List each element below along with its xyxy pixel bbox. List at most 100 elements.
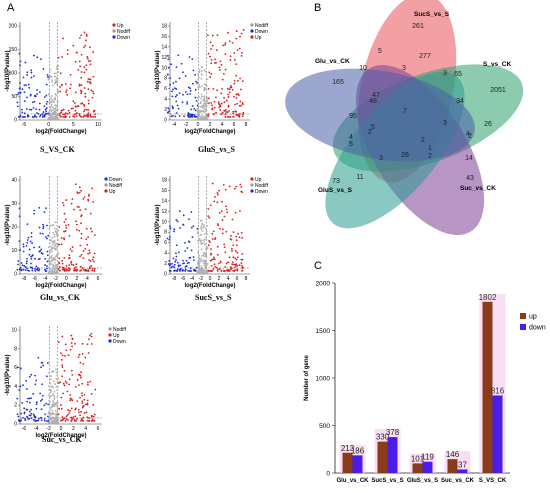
legend-label: Down (113, 339, 126, 345)
point-nodiff (56, 263, 59, 266)
point-down (38, 226, 41, 229)
point-down (43, 404, 46, 407)
point-up (235, 37, 238, 40)
point-up (70, 202, 73, 205)
point-up (74, 102, 76, 104)
point-up (235, 239, 238, 242)
point-down (34, 267, 36, 270)
point-nodiff (53, 115, 56, 118)
point-down (23, 100, 26, 103)
point-up (216, 201, 219, 204)
bar-category-label: Glu_vs_CK (336, 478, 369, 484)
point-up (91, 230, 93, 233)
point-down (19, 266, 22, 269)
point-nodiff (52, 265, 55, 268)
point-up (59, 115, 62, 118)
point-down (25, 96, 28, 99)
point-down (32, 107, 35, 109)
point-nodiff (200, 228, 203, 230)
point-up (59, 381, 61, 384)
point-up (64, 419, 67, 422)
point-up (86, 113, 88, 116)
point-up (236, 102, 239, 105)
point-up (78, 85, 81, 87)
point-up (71, 417, 74, 420)
point-nodiff (203, 83, 206, 86)
point-up (87, 269, 90, 271)
point-up (72, 264, 75, 267)
point-down (175, 244, 178, 247)
point-up (80, 376, 82, 379)
point-up (225, 205, 227, 208)
point-up (68, 412, 71, 414)
point-up (59, 90, 62, 93)
point-up (65, 267, 67, 270)
point-down (173, 266, 176, 269)
point-up (228, 256, 231, 259)
point-down (39, 115, 41, 118)
legend-marker-down (108, 339, 112, 343)
point-up (216, 191, 219, 194)
point-down (28, 253, 31, 256)
point-up (75, 105, 77, 108)
point-down (44, 268, 46, 271)
point-up (89, 60, 92, 62)
point-down (46, 237, 48, 240)
point-up (87, 88, 90, 91)
point-up (92, 51, 95, 54)
point-down (46, 362, 49, 365)
legend-marker-up (250, 177, 254, 181)
x-tick-label: 6 (236, 276, 239, 282)
y-tick-label: 18 (161, 178, 167, 184)
point-up (89, 380, 92, 383)
point-up (63, 256, 66, 259)
point-down (189, 270, 192, 272)
venn-count: 3 (443, 70, 447, 77)
point-nodiff (56, 422, 59, 424)
point-up (217, 268, 219, 271)
point-down (40, 419, 43, 422)
point-down (25, 108, 28, 110)
point-nodiff (51, 409, 54, 412)
point-up (69, 268, 71, 270)
point-up (84, 208, 87, 211)
point-down (44, 108, 47, 111)
point-down (168, 260, 171, 262)
point-up (58, 226, 61, 228)
point-down (25, 388, 28, 391)
point-down (46, 267, 48, 270)
point-up (87, 109, 90, 111)
point-up (242, 29, 245, 31)
point-up (65, 418, 68, 420)
point-up (238, 47, 241, 50)
legend-label: Down (109, 177, 122, 183)
point-down (46, 224, 48, 227)
point-nodiff (47, 246, 50, 248)
y-tick-label: 6 (164, 86, 167, 92)
point-down (45, 94, 48, 97)
y-tick-label: 50 (11, 94, 17, 100)
point-down (188, 241, 191, 243)
point-up (84, 247, 87, 250)
point-down (18, 87, 21, 90)
point-down (18, 116, 21, 118)
venn-count: 165 (332, 79, 344, 86)
point-nodiff (54, 244, 57, 247)
point-nodiff (56, 118, 59, 120)
legend-label: Nodiff (113, 327, 127, 333)
point-nodiff (56, 370, 59, 373)
point-up (72, 100, 75, 103)
venn-set-label: Glu_vs_CK (315, 58, 350, 65)
point-nodiff (205, 105, 207, 108)
point-up (93, 413, 96, 416)
point-nodiff (52, 392, 55, 395)
point-nodiff (56, 389, 59, 391)
point-down (194, 269, 197, 272)
bar-value-label: 186 (351, 446, 365, 455)
point-up (234, 110, 237, 113)
point-up (240, 54, 243, 57)
point-down (26, 260, 28, 263)
point-up (214, 62, 216, 64)
point-up (68, 234, 71, 237)
x-axis-label: log2(FoldChange) (36, 283, 87, 289)
